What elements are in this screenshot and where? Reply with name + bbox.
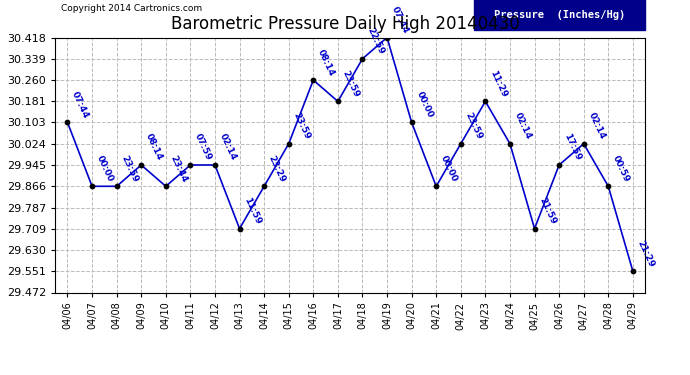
Point — [234, 226, 245, 232]
Text: 21:29: 21:29 — [635, 238, 656, 268]
Text: 00:59: 00:59 — [611, 154, 631, 183]
Text: 23:29: 23:29 — [267, 154, 287, 183]
Point — [111, 183, 122, 189]
Text: 23:59: 23:59 — [341, 69, 361, 99]
Text: Barometric Pressure Daily High 20140430: Barometric Pressure Daily High 20140430 — [170, 15, 520, 33]
Text: 02:14: 02:14 — [586, 111, 607, 141]
Text: 11:59: 11:59 — [242, 196, 263, 226]
Point — [259, 183, 270, 189]
Text: 21:59: 21:59 — [538, 196, 558, 226]
Point — [603, 183, 614, 189]
Point — [627, 268, 638, 274]
Text: 07:44: 07:44 — [390, 5, 410, 35]
Point — [480, 98, 491, 104]
Point — [406, 119, 417, 125]
Text: 00:00: 00:00 — [95, 154, 115, 183]
Text: 08:14: 08:14 — [316, 48, 336, 77]
Point — [529, 226, 540, 232]
Text: 11:29: 11:29 — [488, 69, 509, 99]
Point — [333, 98, 344, 104]
Text: 02:14: 02:14 — [513, 111, 533, 141]
Point — [62, 119, 73, 125]
Point — [283, 141, 294, 147]
Text: 07:44: 07:44 — [70, 90, 90, 120]
Point — [553, 162, 564, 168]
Text: 23:59: 23:59 — [464, 111, 484, 141]
Text: 22:59: 22:59 — [365, 26, 386, 56]
Point — [185, 162, 196, 168]
Text: Pressure  (Inches/Hg): Pressure (Inches/Hg) — [494, 9, 625, 20]
FancyBboxPatch shape — [474, 0, 645, 30]
Point — [578, 141, 589, 147]
Text: 23:59: 23:59 — [291, 111, 312, 141]
Point — [308, 77, 319, 83]
Point — [357, 56, 368, 62]
Text: 02:14: 02:14 — [218, 132, 238, 162]
Point — [86, 183, 97, 189]
Text: 00:00: 00:00 — [415, 90, 435, 120]
Text: 00:00: 00:00 — [439, 154, 459, 183]
Point — [382, 34, 393, 40]
Point — [210, 162, 221, 168]
Point — [136, 162, 147, 168]
Point — [160, 183, 171, 189]
Point — [431, 183, 442, 189]
Text: 17:59: 17:59 — [562, 132, 582, 162]
Text: 07:59: 07:59 — [193, 132, 213, 162]
Text: Copyright 2014 Cartronics.com: Copyright 2014 Cartronics.com — [61, 4, 202, 13]
Text: 08:14: 08:14 — [144, 132, 164, 162]
Point — [504, 141, 515, 147]
Text: 23:59: 23:59 — [119, 154, 140, 183]
Text: 23:44: 23:44 — [168, 153, 189, 183]
Point — [455, 141, 466, 147]
